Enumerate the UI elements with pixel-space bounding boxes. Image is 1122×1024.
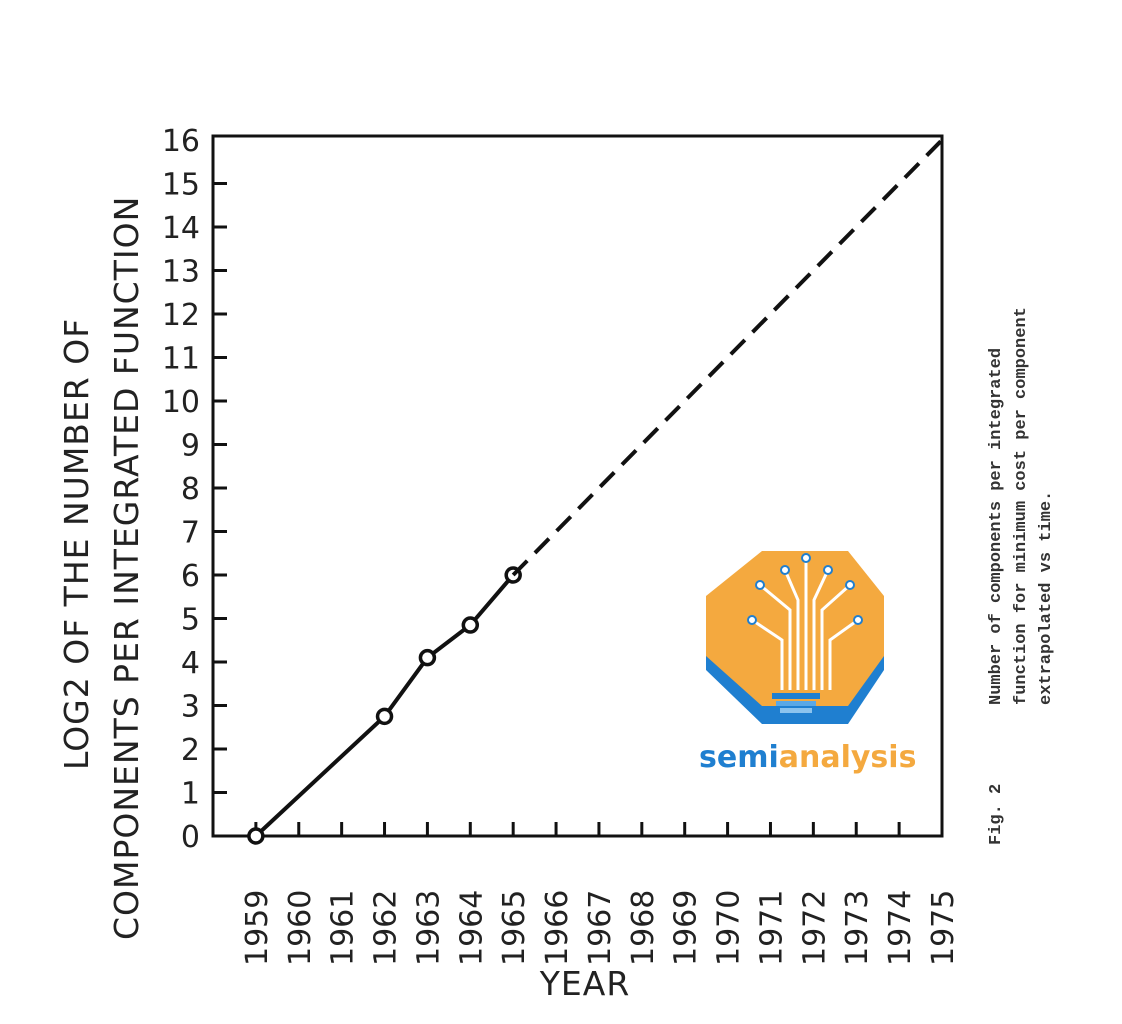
x-axis-title: YEAR	[539, 964, 631, 1003]
caption-line-3: extrapolated vs time.	[1037, 491, 1056, 705]
y-tick-label: 14	[162, 211, 200, 246]
x-tick-label: 1962	[369, 890, 404, 966]
caption-line-1: Number of components per integrated	[987, 348, 1006, 705]
y-tick-label: 7	[181, 516, 200, 551]
x-tick-label: 1971	[754, 890, 789, 966]
x-tick-label: 1965	[497, 890, 532, 966]
x-tick-label: 1969	[669, 890, 704, 966]
observed-line	[254, 573, 515, 838]
logo-text-semi: semi	[699, 740, 779, 775]
y-tick-label: 11	[162, 342, 200, 377]
x-tick-label: 1963	[411, 890, 446, 966]
data-point	[461, 616, 480, 634]
y-tick-label: 12	[162, 298, 200, 333]
x-tick-label: 1973	[840, 890, 875, 966]
y-axis-title-line2: COMPONENTS PER INTEGRATED FUNCTION	[107, 196, 146, 940]
x-tick-label: 1974	[883, 890, 918, 966]
svg-text:semianalysis: semianalysis	[699, 740, 916, 775]
y-tick-label: 4	[181, 646, 200, 681]
x-tick-label: 1975	[926, 890, 961, 966]
x-tick-label: 1972	[797, 890, 832, 966]
y-tick-label: 2	[181, 733, 200, 768]
caption-fig-label: Fig. 2	[987, 784, 1006, 845]
x-tick-label: 1968	[626, 890, 661, 966]
extrapolated-line	[511, 138, 944, 577]
y-tick-label: 13	[162, 255, 200, 290]
y-tick-label: 3	[181, 690, 200, 725]
x-tick-label: 1967	[583, 890, 618, 966]
y-tick-label: 0	[181, 820, 200, 855]
y-tick-label: 5	[181, 603, 200, 638]
caption-line-2: function for minimum cost per component	[1012, 307, 1031, 705]
y-tick-label: 9	[181, 429, 200, 464]
x-tick-label: 1970	[712, 890, 747, 966]
data-point	[418, 648, 437, 667]
y-tick-label: 1	[181, 777, 200, 812]
y-tick-label: 6	[181, 559, 200, 594]
y-tick-label: 8	[181, 472, 200, 507]
data-point	[247, 827, 265, 845]
y-axis-title-line1: LOG2 OF THE NUMBER OF	[57, 318, 96, 770]
y-tick-label: 15	[162, 168, 200, 203]
data-point	[375, 707, 394, 726]
x-tick-label: 1960	[283, 890, 318, 966]
logo-text-analysis: analysis	[779, 740, 917, 775]
y-tick-label: 16	[162, 124, 200, 159]
y-tick-label: 10	[162, 385, 200, 420]
plot-frame	[211, 134, 944, 838]
x-tick-label: 1959	[240, 890, 275, 966]
semianalysis-logo: semianalysis	[699, 551, 916, 775]
x-tick-label: 1961	[326, 890, 361, 966]
x-tick-label: 1966	[540, 890, 575, 966]
x-tick-label: 1964	[454, 890, 489, 966]
